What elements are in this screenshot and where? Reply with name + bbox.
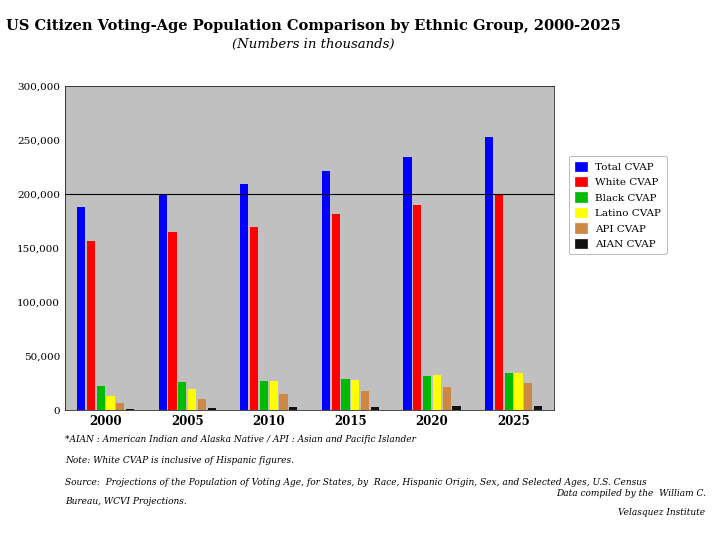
- Bar: [452, 406, 461, 410]
- Bar: [413, 205, 421, 410]
- Bar: [322, 171, 330, 410]
- Bar: [289, 407, 297, 410]
- Bar: [87, 241, 95, 410]
- Bar: [126, 409, 134, 410]
- Bar: [371, 407, 379, 410]
- Bar: [179, 382, 186, 410]
- Bar: [188, 389, 196, 410]
- Bar: [485, 137, 493, 410]
- Bar: [207, 408, 216, 410]
- Text: Bureau, WCVI Projections.: Bureau, WCVI Projections.: [65, 497, 186, 506]
- Bar: [403, 157, 412, 410]
- Bar: [351, 380, 359, 410]
- Bar: [158, 194, 167, 410]
- Bar: [116, 403, 125, 410]
- Text: Source:  Projections of the Population of Voting Age, for States, by  Race, Hisp: Source: Projections of the Population of…: [65, 478, 647, 487]
- Bar: [168, 232, 176, 410]
- Bar: [514, 373, 523, 410]
- Bar: [341, 379, 350, 410]
- Bar: [423, 376, 431, 410]
- Text: Velasquez Institute: Velasquez Institute: [618, 508, 706, 517]
- Bar: [96, 386, 105, 410]
- Bar: [260, 381, 268, 410]
- Bar: [524, 383, 532, 410]
- Text: Data compiled by the  William C.: Data compiled by the William C.: [556, 489, 706, 498]
- Legend: Total CVAP, White CVAP, Black CVAP, Latino CVAP, API CVAP, AIAN CVAP: Total CVAP, White CVAP, Black CVAP, Lati…: [570, 157, 667, 254]
- Bar: [505, 373, 513, 410]
- Bar: [433, 375, 441, 410]
- Text: Note: White CVAP is inclusive of Hispanic figures.: Note: White CVAP is inclusive of Hispani…: [65, 456, 294, 465]
- Bar: [534, 406, 542, 410]
- Bar: [269, 381, 278, 410]
- Bar: [495, 194, 503, 410]
- Text: *AIAN : American Indian and Alaska Native / API : Asian and Pacific Islander: *AIAN : American Indian and Alaska Nativ…: [65, 435, 415, 444]
- Text: US Citizen Voting-Age Population Comparison by Ethnic Group, 2000-2025: US Citizen Voting-Age Population Compari…: [6, 19, 621, 33]
- Bar: [250, 227, 258, 410]
- Bar: [443, 387, 451, 410]
- Bar: [279, 394, 287, 410]
- Bar: [332, 214, 340, 410]
- Bar: [107, 396, 114, 410]
- Bar: [77, 207, 85, 410]
- Bar: [240, 184, 248, 410]
- Text: (Numbers in thousands): (Numbers in thousands): [232, 38, 395, 51]
- Bar: [198, 399, 206, 410]
- Bar: [361, 391, 369, 410]
